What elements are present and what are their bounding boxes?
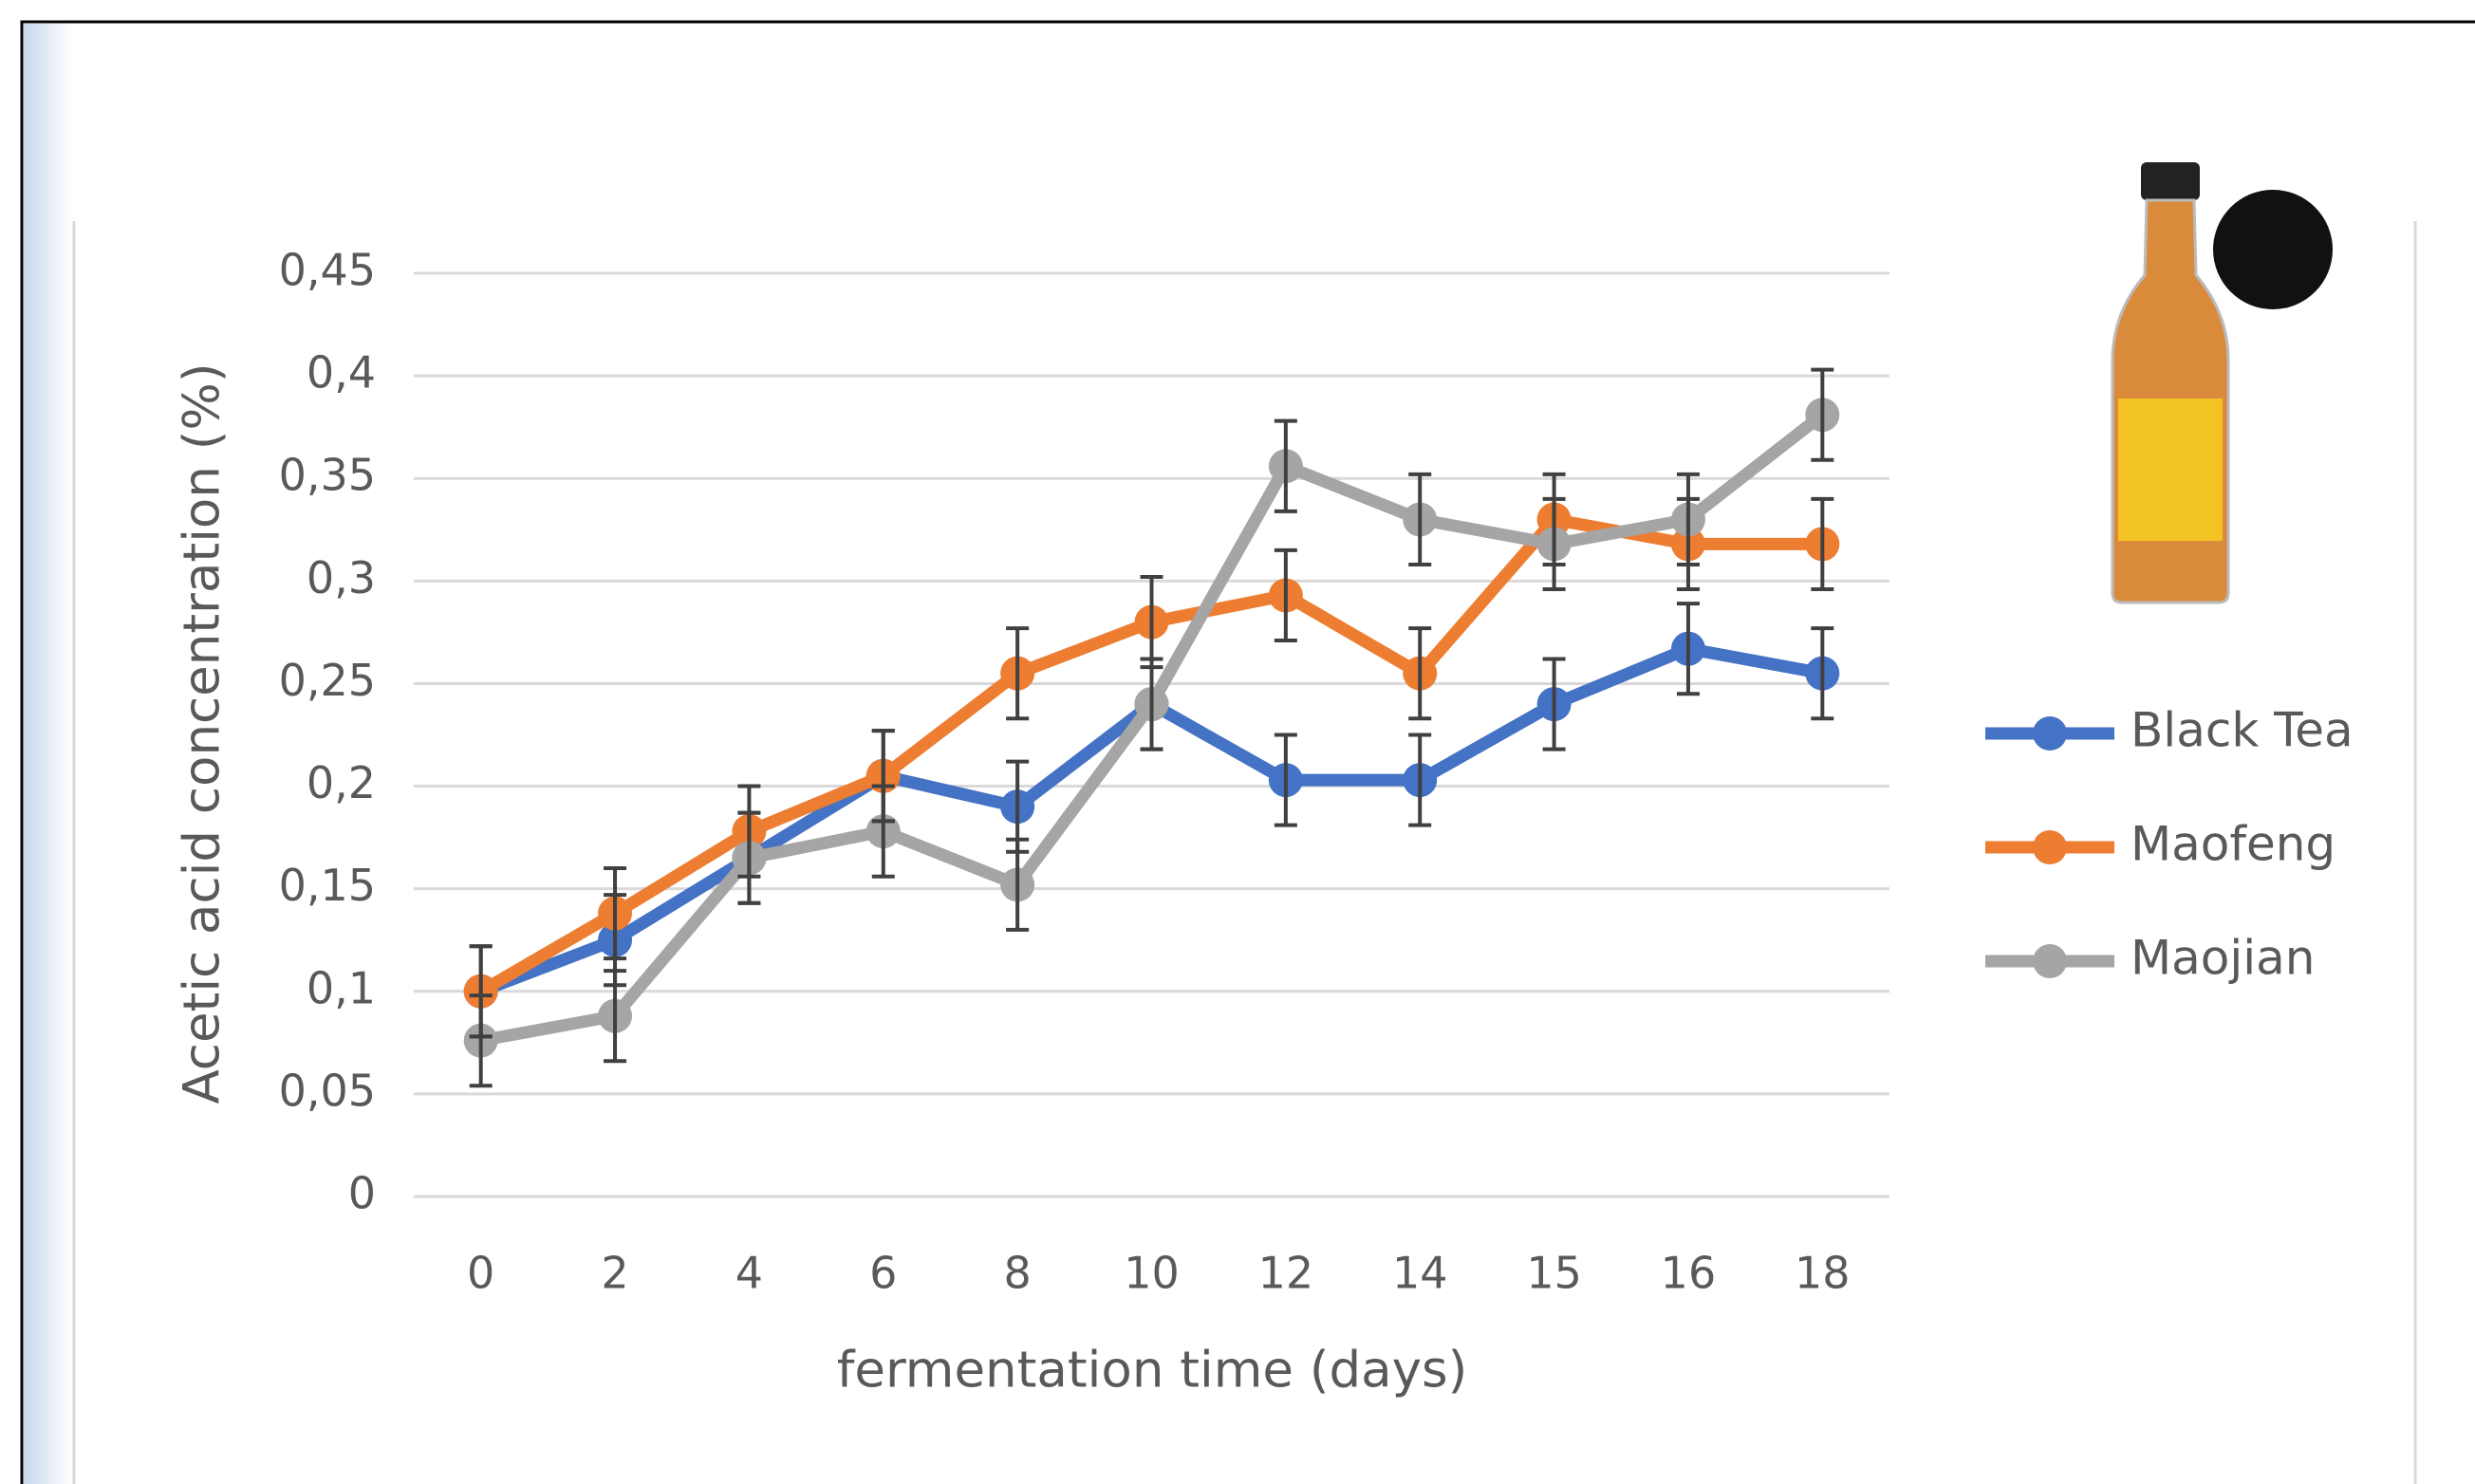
y-tick-label: 0,4 [307,347,376,399]
x-tick-label: 0 [467,1248,494,1299]
x-tick-label: 2 [601,1248,628,1299]
x-tick-label: 14 [1392,1248,1448,1299]
x-tick-label: 4 [735,1248,763,1299]
y-axis-title: Acetic acid concentration (%) [174,362,232,1104]
frame-shade [24,24,73,1484]
x-axis-title: fermentation time (days) [837,1342,1468,1400]
legend-label: Maofeng [2131,817,2335,872]
legend-marker [2033,716,2067,751]
y-tick-label: 0,1 [307,962,376,1013]
x-tick-label: 10 [1124,1248,1180,1299]
y-tick-label: 0 [348,1168,376,1219]
x-tick-label: 6 [869,1248,897,1299]
legend-marker [2033,944,2067,978]
y-tick-label: 0,15 [279,860,376,911]
y-tick-label: 0,45 [279,245,376,296]
y-tick-label: 0,2 [307,757,376,808]
y-tick-label: 0,25 [279,655,376,706]
legend-marker [2033,830,2067,864]
legend-label: Black Tea [2131,703,2354,758]
x-tick-label: 18 [1795,1248,1851,1299]
page: Acetic acid concentration (%) fermentati… [0,0,2475,1484]
x-tick-label: 12 [1258,1248,1314,1299]
y-tick-label: 0,05 [279,1065,376,1116]
y-tick-label: 0,3 [307,552,376,603]
legend-label: Maojian [2131,931,2315,986]
x-tick-label: 16 [1661,1248,1717,1299]
chart: Acetic acid concentration (%) fermentati… [0,0,2475,1484]
x-tick-label: 8 [1003,1248,1031,1299]
x-tick-label: 15 [1526,1248,1582,1299]
y-tick-label: 0,35 [279,450,376,501]
